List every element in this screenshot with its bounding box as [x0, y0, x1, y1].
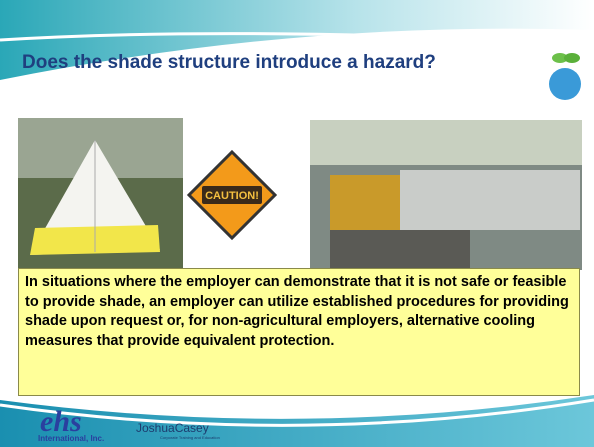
- ehs-logo-sub: International, Inc.: [38, 434, 104, 443]
- sign-text: CAUTION!: [205, 190, 259, 202]
- slide-title: Does the shade structure introduce a haz…: [22, 50, 492, 75]
- jc-logo: JoshuaCasey: [136, 421, 209, 435]
- body-text: In situations where the employer can dem…: [18, 268, 580, 396]
- slide: CAUTION! Does the shade structure introd…: [0, 0, 594, 447]
- machinery-photo: [310, 120, 582, 270]
- globe-icon: [549, 68, 581, 100]
- jc-logo-sub: Corporate Training and Education: [160, 435, 220, 440]
- leaf: [564, 53, 580, 63]
- tent-photo: [18, 118, 183, 270]
